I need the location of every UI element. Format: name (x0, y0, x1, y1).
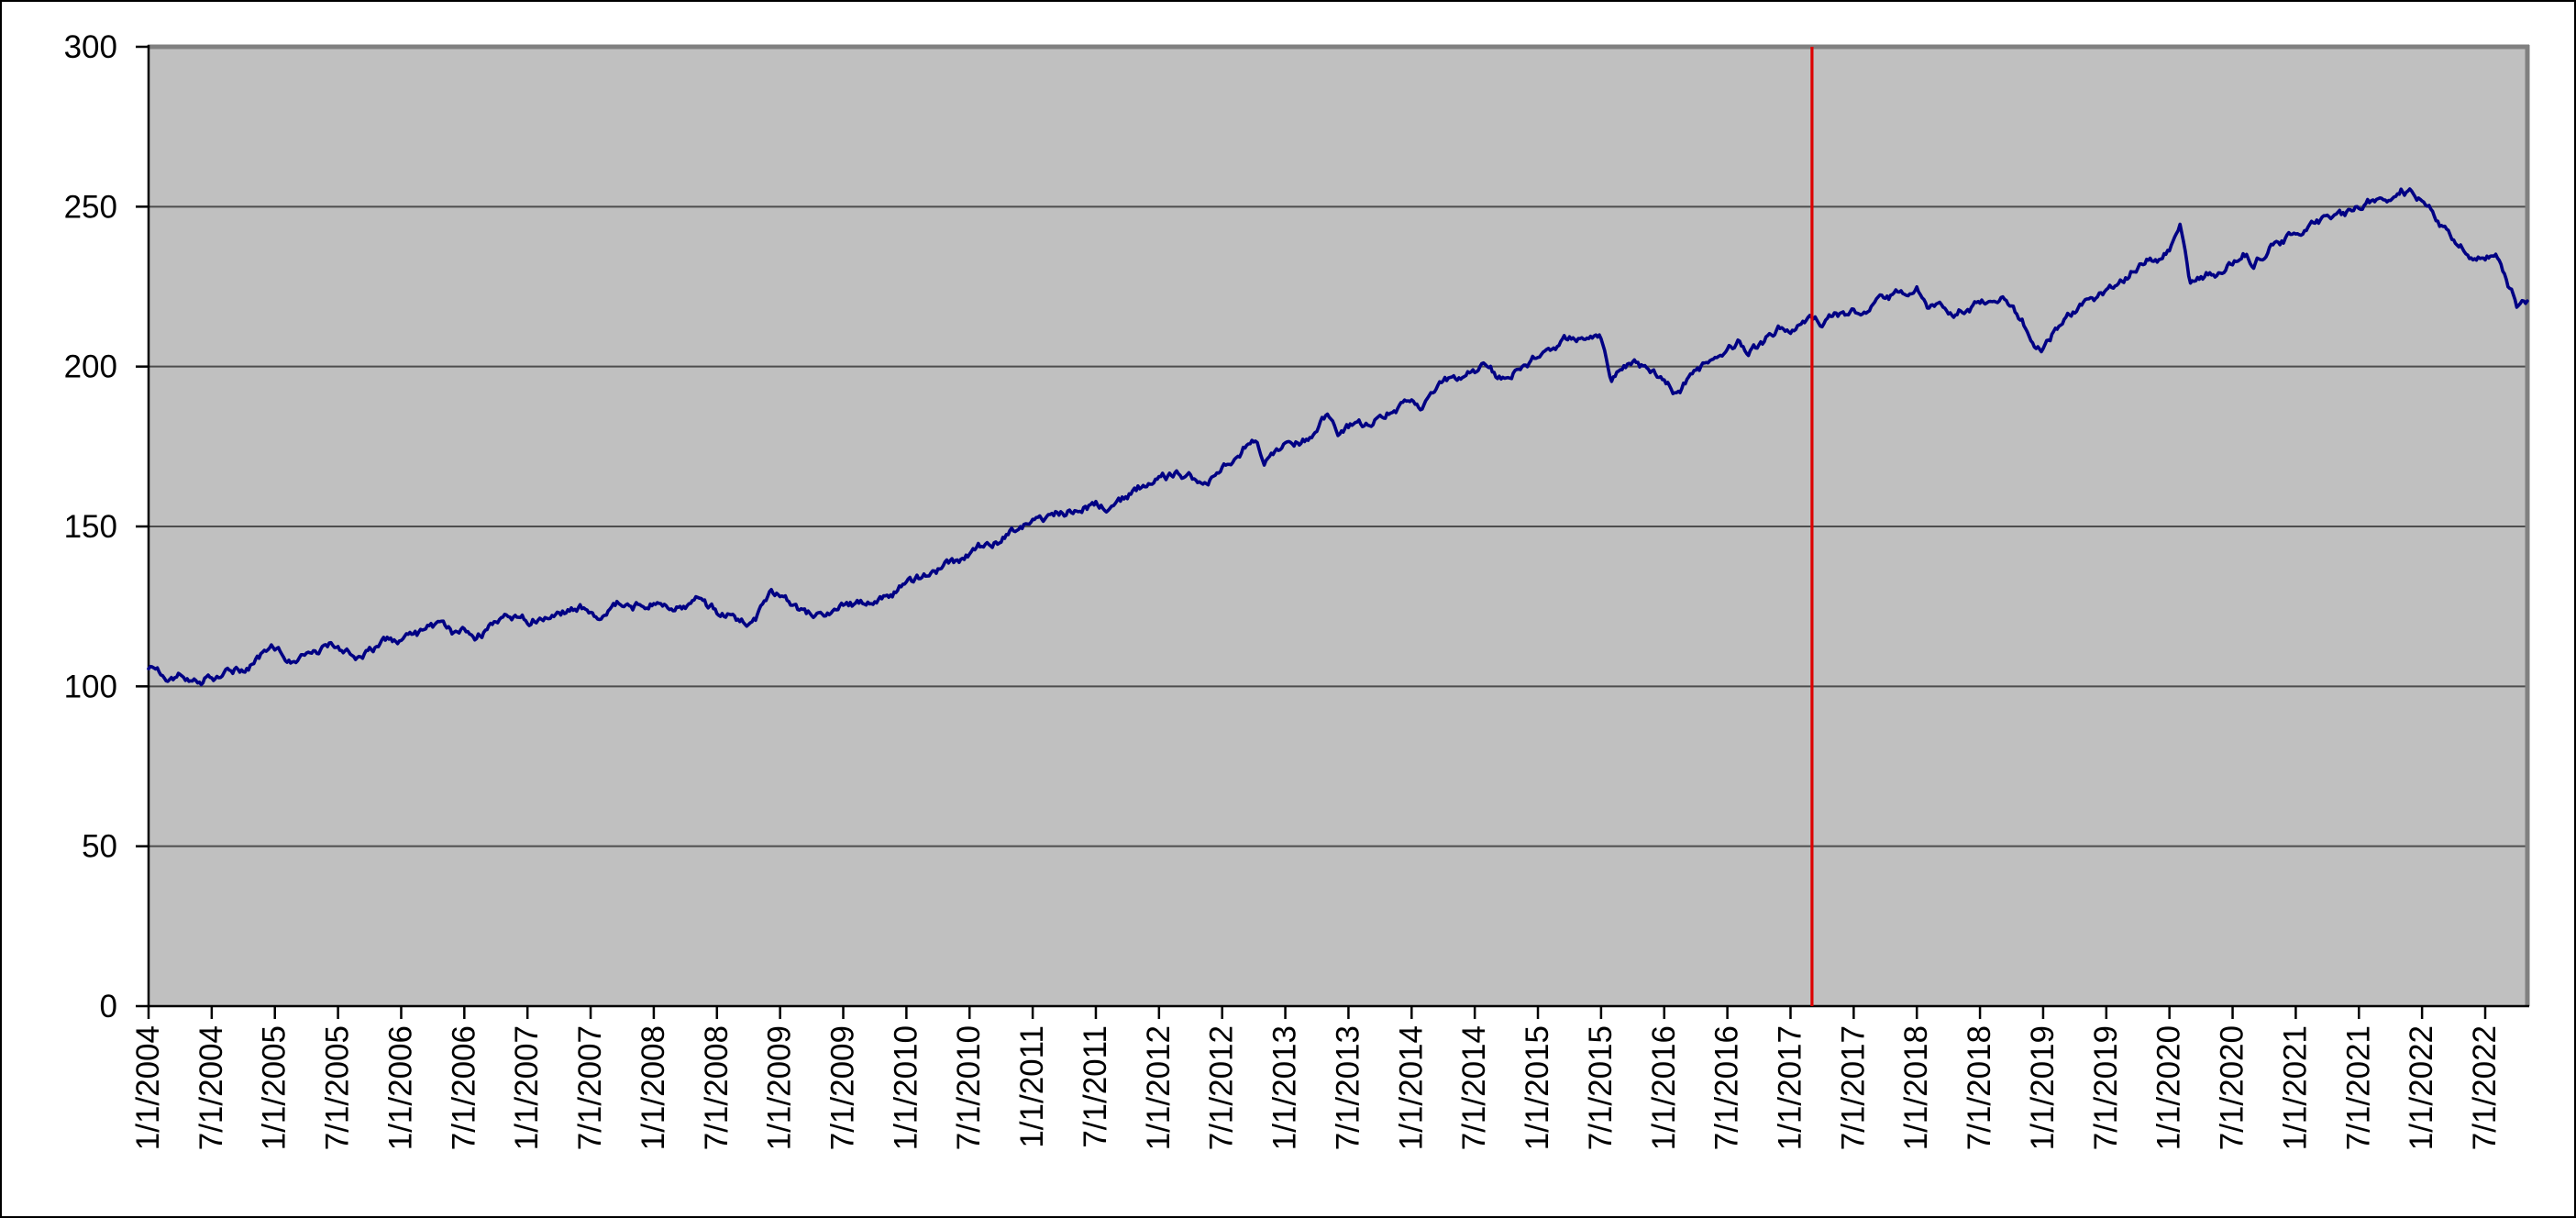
x-axis-label: 7/1/2012 (1204, 1025, 1240, 1150)
x-axis-label: 7/1/2018 (1962, 1025, 1997, 1150)
x-axis-label: 1/1/2004 (130, 1025, 166, 1150)
x-axis-label: 1/1/2012 (1141, 1025, 1177, 1150)
x-axis-label: 1/1/2013 (1267, 1025, 1303, 1150)
x-axis-label: 1/1/2015 (1520, 1025, 1555, 1150)
x-axis-label: 1/1/2007 (509, 1025, 545, 1150)
y-axis-label: 250 (64, 189, 117, 225)
x-axis-label: 7/1/2009 (825, 1025, 861, 1150)
x-axis-label: 7/1/2016 (1709, 1025, 1745, 1150)
x-axis-label: 7/1/2019 (2088, 1025, 2124, 1150)
x-axis-label: 7/1/2022 (2467, 1025, 2503, 1150)
series-line (147, 187, 2529, 687)
x-axis-label: 7/1/2007 (572, 1025, 608, 1150)
x-axis-label: 1/1/2018 (1898, 1025, 1934, 1150)
x-axis-label: 1/1/2017 (1772, 1025, 1808, 1150)
y-axis-label: 300 (64, 29, 117, 65)
x-axis-label: 1/1/2011 (1014, 1025, 1050, 1148)
x-axis-label: 7/1/2017 (1835, 1025, 1871, 1150)
x-axis-label: 1/1/2010 (888, 1025, 923, 1150)
y-axis-label: 200 (64, 349, 117, 385)
x-axis-label: 1/1/2008 (636, 1025, 671, 1150)
x-axis-label: 7/1/2008 (699, 1025, 735, 1150)
x-axis-label: 7/1/2004 (193, 1025, 229, 1150)
x-axis-label: 1/1/2005 (257, 1025, 293, 1150)
x-axis-label: 1/1/2021 (2277, 1025, 2313, 1150)
x-axis-label: 7/1/2014 (1456, 1025, 1492, 1150)
x-axis-label: 1/1/2022 (2404, 1025, 2439, 1150)
x-axis-label: 1/1/2009 (762, 1025, 798, 1150)
x-axis-label: 7/1/2013 (1330, 1025, 1365, 1150)
x-axis-label: 1/1/2006 (382, 1025, 418, 1150)
x-axis-label: 1/1/2019 (2025, 1025, 2061, 1150)
x-axis-label: 7/1/2010 (951, 1025, 987, 1150)
x-axis-label: 1/1/2014 (1393, 1025, 1429, 1150)
x-axis-label: 7/1/2015 (1583, 1025, 1619, 1150)
x-axis-label: 7/1/2006 (446, 1025, 481, 1150)
y-axis-label: 150 (64, 509, 117, 545)
y-axis-label: 0 (100, 989, 117, 1024)
y-axis-label: 50 (82, 829, 117, 865)
y-axis-label: 100 (64, 669, 117, 704)
x-axis-label: 7/1/2005 (320, 1025, 356, 1150)
x-axis-label: 7/1/2011 (1078, 1025, 1113, 1148)
x-axis-label: 1/1/2016 (1646, 1025, 1682, 1150)
x-axis-label: 7/1/2020 (2215, 1025, 2250, 1150)
x-axis-label: 1/1/2020 (2151, 1025, 2187, 1150)
x-axis-label: 7/1/2021 (2340, 1025, 2376, 1150)
